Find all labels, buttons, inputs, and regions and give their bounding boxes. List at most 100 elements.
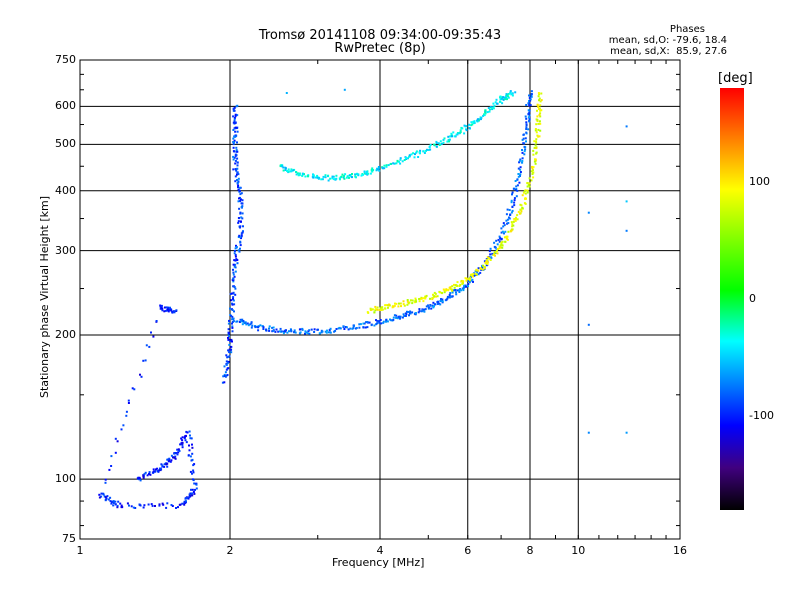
echo-point <box>225 368 228 371</box>
echo-point <box>501 246 504 249</box>
echo-point <box>233 265 236 268</box>
echo-point <box>425 294 428 297</box>
echo-point <box>234 126 237 129</box>
echo-point <box>321 330 324 333</box>
echo-point <box>169 460 172 463</box>
echo-point <box>481 268 484 271</box>
echo-point <box>486 261 489 264</box>
echo-point <box>359 323 362 326</box>
echo-point <box>519 203 522 206</box>
echo-point <box>169 306 171 309</box>
echo-point <box>385 304 388 307</box>
echo-point <box>181 502 184 505</box>
echo-point <box>232 297 234 300</box>
echo-point <box>418 310 421 313</box>
echo-point <box>415 300 418 303</box>
echo-point <box>104 481 107 484</box>
echo-point <box>295 173 298 176</box>
echo-point <box>284 330 287 333</box>
echo-point <box>455 293 458 296</box>
echo-point <box>339 327 342 330</box>
echo-point <box>237 221 240 224</box>
echo-point <box>465 285 467 288</box>
y-tick-label: 750 <box>55 53 76 66</box>
echo-point <box>232 299 235 302</box>
echo-point <box>465 277 468 280</box>
echo-point <box>241 318 244 321</box>
echo-point <box>399 316 402 319</box>
echo-point <box>515 195 518 198</box>
echo-point <box>234 175 237 178</box>
echo-point <box>412 152 415 155</box>
echo-point <box>625 431 628 434</box>
echo-point <box>447 135 450 138</box>
echo-point <box>181 441 184 444</box>
echo-point <box>239 244 242 247</box>
echo-point <box>348 176 350 179</box>
echo-point <box>114 503 117 506</box>
echo-point <box>351 327 354 330</box>
echo-point <box>398 160 400 163</box>
echo-point <box>487 107 490 110</box>
echo-point <box>470 124 473 127</box>
echo-point <box>418 298 421 300</box>
echo-point <box>517 210 520 213</box>
echo-point <box>467 283 470 285</box>
echo-point <box>240 202 243 205</box>
echo-point <box>358 326 361 329</box>
echo-point <box>476 119 478 122</box>
echo-point <box>285 92 288 94</box>
echo-point <box>175 452 178 454</box>
echo-point <box>396 159 399 162</box>
echo-point <box>519 166 522 169</box>
echo-point <box>240 234 243 237</box>
echo-point <box>440 298 442 300</box>
echo-point <box>304 330 307 333</box>
echo-point <box>236 130 239 133</box>
echo-point <box>271 326 274 329</box>
echo-trace <box>279 90 517 182</box>
echo-point <box>429 143 432 146</box>
echo-point <box>171 505 174 507</box>
echo-point <box>238 321 241 323</box>
echo-point <box>414 313 417 316</box>
echo-point <box>532 169 534 172</box>
echo-point <box>193 482 196 485</box>
echo-point <box>301 172 304 175</box>
echo-point <box>463 286 465 289</box>
echo-point <box>313 331 316 333</box>
echo-point <box>178 450 181 452</box>
echo-point <box>239 236 242 239</box>
echo-point <box>425 305 428 308</box>
echo-point <box>320 178 323 181</box>
echo-point <box>237 180 240 183</box>
echo-point <box>377 320 380 323</box>
echo-point <box>242 230 244 233</box>
echo-point <box>380 306 383 309</box>
echo-point <box>537 122 540 125</box>
echo-point <box>250 322 253 325</box>
echo-point <box>312 176 315 179</box>
echo-point <box>536 134 539 137</box>
echo-point <box>290 330 293 333</box>
echo-point <box>524 137 527 140</box>
echo-point <box>422 297 425 300</box>
echo-point <box>233 252 236 255</box>
echo-point <box>511 94 514 97</box>
echo-point <box>496 102 499 105</box>
echo-point <box>446 297 449 300</box>
echo-point <box>274 330 277 333</box>
echo-point <box>234 162 237 165</box>
echo-point <box>241 323 244 326</box>
echo-point <box>154 470 157 473</box>
echo-point <box>163 465 166 468</box>
echo-point <box>265 328 268 331</box>
echo-point <box>441 298 444 301</box>
echo-point <box>232 320 235 323</box>
echo-point <box>250 326 253 329</box>
echo-point <box>533 146 536 149</box>
echo-point <box>234 115 237 118</box>
echo-point <box>162 503 165 506</box>
echo-point <box>529 104 532 107</box>
echo-point <box>522 191 525 194</box>
